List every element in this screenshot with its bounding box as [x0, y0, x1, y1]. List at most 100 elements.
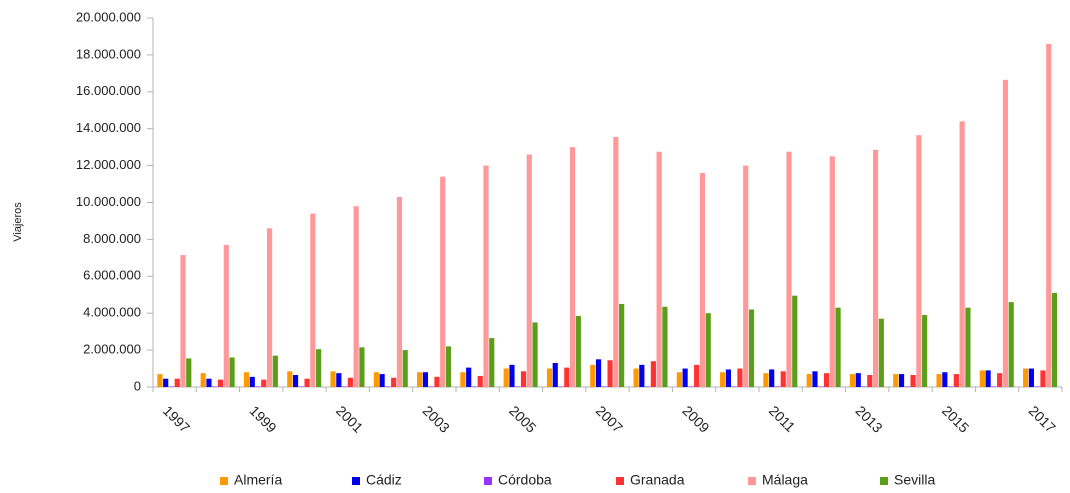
bar — [391, 377, 397, 387]
bar — [774, 386, 781, 387]
bar — [812, 371, 818, 387]
bar — [477, 375, 483, 387]
bar — [1002, 79, 1009, 388]
bar — [872, 149, 879, 387]
bar — [243, 372, 250, 387]
bar — [619, 303, 625, 387]
legend-label: Sevilla — [894, 472, 935, 488]
bar — [466, 367, 472, 387]
bar — [942, 372, 948, 387]
bar — [347, 377, 353, 387]
bar — [965, 307, 971, 387]
x-tick-label: 2011 — [766, 402, 799, 435]
bar — [515, 386, 521, 387]
bar — [255, 386, 261, 387]
bar — [287, 371, 293, 387]
bar — [1008, 302, 1014, 387]
bar — [682, 368, 688, 387]
bar — [396, 196, 403, 387]
bar — [633, 368, 639, 387]
x-tick-label: 2009 — [679, 402, 712, 435]
bar — [186, 358, 192, 387]
y-tick-label: 8.000.000 — [83, 231, 141, 246]
bar — [997, 373, 1003, 387]
bar — [526, 154, 532, 387]
bar — [212, 386, 218, 387]
bar — [163, 378, 169, 387]
bar — [564, 367, 570, 387]
bar — [922, 315, 928, 387]
bar — [613, 137, 619, 387]
x-tick-label: 1997 — [160, 402, 193, 435]
bar — [1046, 43, 1052, 388]
bar — [422, 372, 428, 387]
bar — [402, 350, 408, 387]
y-tick-label: 20.000.000 — [76, 9, 141, 24]
bar — [823, 373, 830, 387]
bar — [737, 368, 743, 387]
bar — [878, 318, 884, 387]
bar — [336, 373, 342, 387]
y-tick-label: 2.000.000 — [83, 342, 141, 357]
bar — [861, 386, 867, 387]
bar — [991, 386, 997, 387]
bar — [575, 315, 581, 387]
bar — [206, 378, 212, 387]
legend-label: Granada — [630, 472, 685, 488]
y-tick-label: 4.000.000 — [83, 305, 141, 320]
bar — [249, 376, 255, 387]
bar — [688, 386, 694, 387]
bar — [1028, 368, 1034, 387]
bar — [266, 228, 273, 387]
bar — [385, 386, 391, 387]
bar — [428, 386, 434, 387]
bar — [639, 364, 645, 387]
x-tick-label: 2013 — [852, 402, 885, 435]
legend-swatch — [484, 477, 492, 485]
bar — [725, 369, 731, 387]
bar — [694, 364, 700, 387]
bar — [417, 372, 423, 387]
bar — [1023, 368, 1029, 387]
bar — [272, 355, 278, 387]
bar — [607, 360, 613, 387]
bar — [645, 386, 651, 387]
bar — [601, 386, 607, 387]
bar — [916, 135, 922, 387]
y-axis-label: Viajeros — [12, 202, 24, 242]
bar — [959, 121, 965, 387]
bar — [731, 386, 737, 387]
legend-swatch — [748, 477, 756, 485]
bar — [330, 371, 336, 387]
bar — [520, 371, 527, 387]
y-tick-label: 12.000.000 — [76, 157, 141, 172]
legend-swatch — [220, 477, 228, 485]
bar — [1034, 386, 1040, 387]
legend-label: Almería — [234, 472, 282, 488]
x-tick-label: 2003 — [420, 402, 453, 435]
bar — [656, 151, 662, 387]
bar — [532, 322, 538, 387]
bar — [558, 386, 564, 387]
bar — [780, 371, 786, 387]
bar — [867, 375, 873, 387]
bar — [546, 368, 553, 387]
bar — [1040, 370, 1046, 387]
x-tick-label: 1999 — [246, 402, 279, 435]
x-tick-label: 2017 — [1026, 402, 1059, 435]
bar — [748, 309, 755, 387]
bar — [471, 386, 478, 387]
y-tick-label: 14.000.000 — [76, 120, 141, 135]
bar — [786, 151, 792, 387]
bar — [849, 374, 856, 387]
bar — [953, 374, 959, 387]
bar — [855, 373, 861, 387]
bar — [898, 374, 905, 387]
x-tick-label: 2001 — [333, 402, 366, 435]
bar — [948, 386, 954, 387]
bar — [316, 349, 322, 387]
bar — [445, 346, 452, 387]
bar — [373, 372, 379, 387]
y-tick-label: 18.000.000 — [76, 46, 141, 61]
x-tick-label: 2007 — [593, 402, 626, 435]
